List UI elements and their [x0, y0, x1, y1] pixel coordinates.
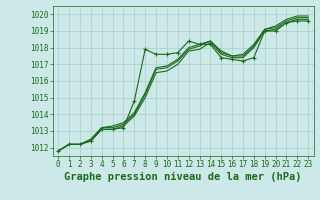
X-axis label: Graphe pression niveau de la mer (hPa): Graphe pression niveau de la mer (hPa) — [64, 172, 302, 182]
